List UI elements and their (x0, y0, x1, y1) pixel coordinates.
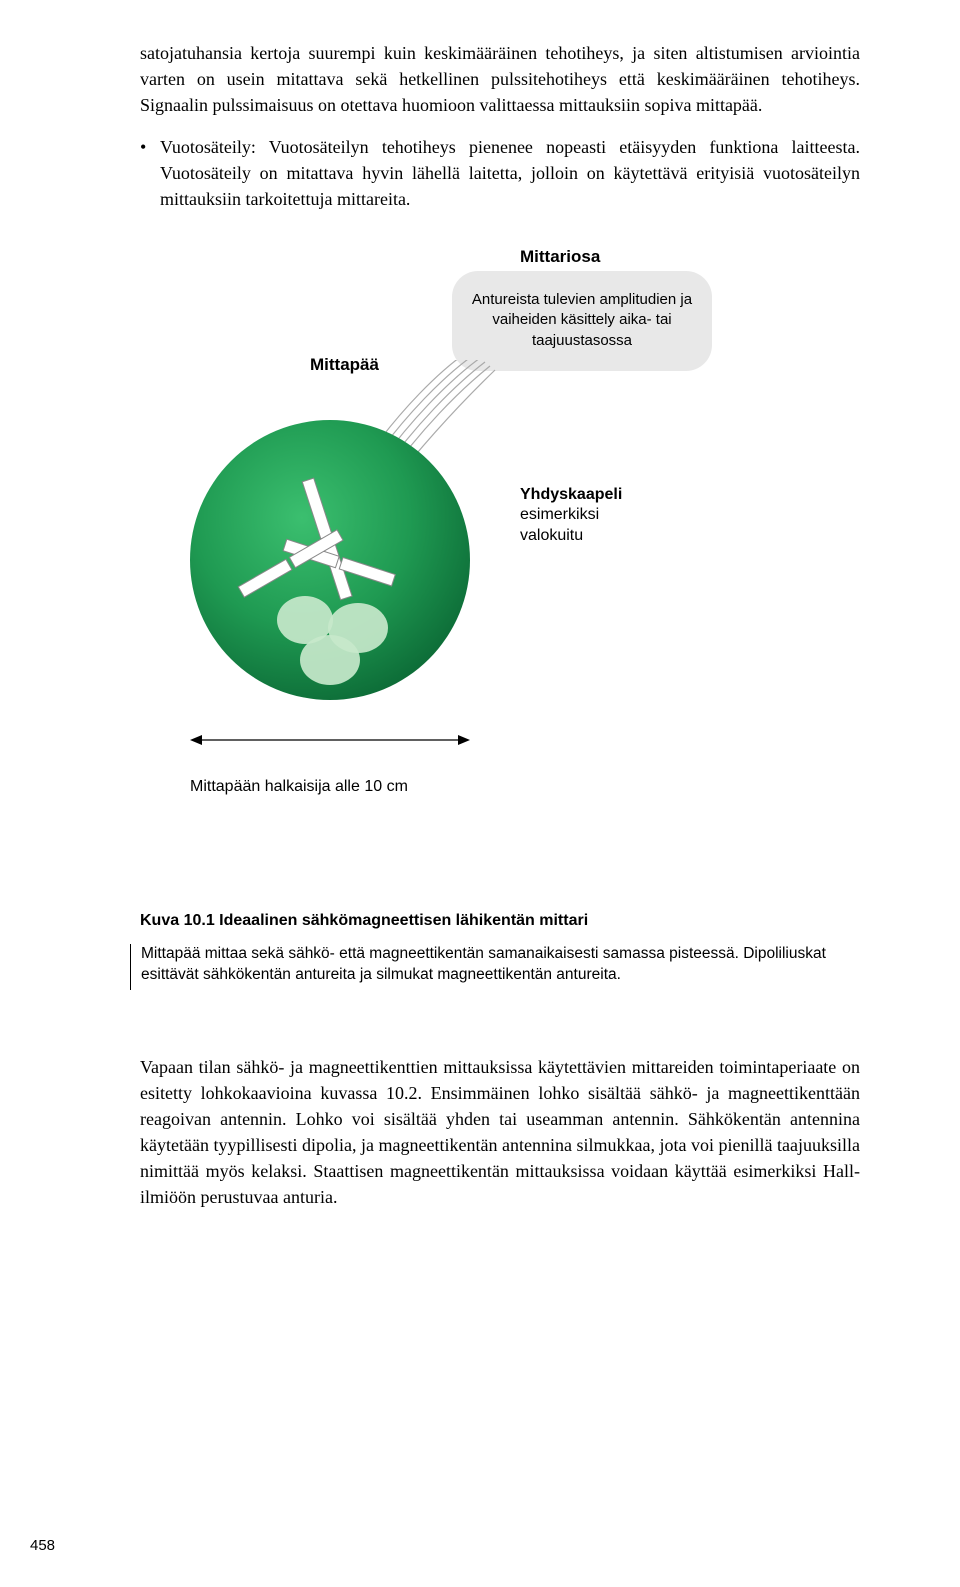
box-mittariosa-description: Antureista tulevien amplitudien ja vaihe… (452, 271, 712, 371)
label-diameter: Mittapään halkaisija alle 10 cm (190, 775, 408, 798)
figure-10-1: Mittariosa Antureista tulevien amplitudi… (140, 245, 860, 885)
figure-caption-title: Kuva 10.1 Ideaalinen sähkömagneettisen l… (140, 909, 860, 932)
page-number: 458 (30, 1535, 55, 1557)
paragraph-principle: Vapaan tilan sähkö- ja magneettikenttien… (140, 1054, 860, 1211)
figure-caption-body: Mittapää mittaa sekä sähkö- että magneet… (130, 944, 860, 990)
label-mittariosa: Mittariosa (520, 245, 600, 270)
probe-diagram-svg (190, 360, 710, 780)
bullet-vuotosateily: Vuotosäteily: Vuotosäteilyn tehotiheys p… (140, 134, 860, 212)
paragraph-intro: satojatuhansia kertoja suurempi kuin kes… (140, 40, 860, 118)
